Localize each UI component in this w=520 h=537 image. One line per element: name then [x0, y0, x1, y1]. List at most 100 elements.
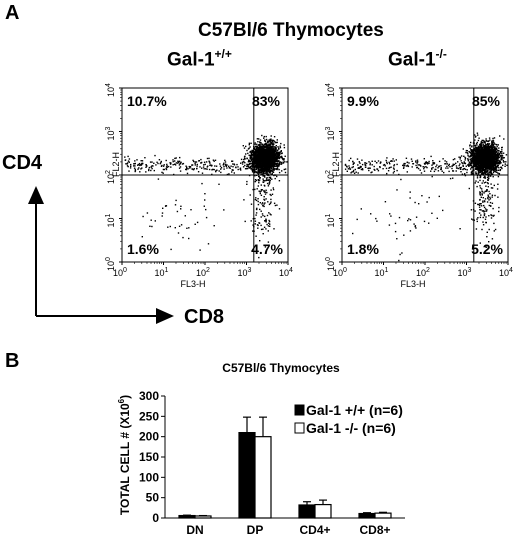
event-dot-DP: [492, 149, 494, 151]
event-dot-CD4+: [197, 171, 200, 173]
event-dot-DP: [266, 149, 268, 151]
event-dot-CD8+: [254, 220, 257, 222]
event-dot-DP: [489, 168, 491, 170]
event-dot-DP: [492, 141, 494, 143]
event-dot-DP: [481, 153, 483, 156]
event-dot-DP: [270, 157, 273, 159]
event-dot-DP: [273, 165, 276, 168]
event-dot-DP: [261, 153, 263, 155]
event-dot-DP: [476, 146, 478, 149]
event-dot-DP: [479, 161, 481, 163]
event-dot-CD4+: [139, 164, 141, 167]
event-dot-DP: [267, 141, 270, 143]
event-dot-DP: [482, 148, 484, 150]
event-dot-DP: [268, 158, 270, 160]
event-dot-DP: [257, 165, 259, 168]
event-dot-DP: [464, 159, 466, 161]
plot-y-axis-label: FL2-H: [111, 152, 121, 177]
event-dot-DP: [463, 155, 465, 157]
event-dot-DP: [476, 160, 479, 162]
event-dot-DP: [269, 144, 272, 146]
event-dot-DP: [243, 161, 245, 163]
event-dot-DP: [280, 155, 283, 158]
event-dot-DP: [492, 168, 494, 171]
event-dot-CD4+: [252, 163, 254, 166]
event-dot-DP: [498, 163, 501, 165]
event-dot-DP: [249, 151, 252, 153]
event-dot-DP: [485, 140, 487, 142]
event-dot-DP: [484, 151, 487, 154]
event-dot-DP: [470, 168, 472, 170]
event-dot-CD4+: [129, 167, 132, 169]
event-dot-DP: [283, 168, 285, 171]
event-dot-CD8+: [264, 146, 266, 148]
event-dot-CD8+: [262, 228, 264, 230]
event-dot-DP: [479, 174, 481, 177]
event-dot-DP: [270, 159, 273, 161]
event-dot-DP: [472, 154, 474, 156]
event-dot-DP: [477, 165, 479, 167]
event-dot-CD4+: [202, 166, 205, 168]
event-dot-CD4+: [174, 163, 176, 165]
event-dot-CD4+: [127, 155, 129, 158]
event-dot-CD4+: [210, 165, 213, 167]
event-dot-DP: [263, 162, 265, 164]
event-dot-CD4+: [225, 165, 228, 167]
event-dot-DP: [499, 152, 502, 154]
event-dot-DN: [250, 220, 252, 222]
event-dot-CD8+: [266, 223, 268, 226]
event-dot-DP: [265, 166, 268, 168]
event-dot-DP: [465, 165, 467, 167]
event-dot-DP: [260, 164, 262, 167]
event-dot-DP: [480, 157, 482, 159]
event-dot-DP: [479, 176, 481, 179]
event-dot-CD8+: [270, 198, 272, 201]
event-dot-DP: [258, 164, 261, 167]
event-dot-DP: [270, 135, 272, 137]
x-tick-label: 103: [238, 267, 252, 278]
event-dot-DP: [478, 169, 481, 171]
event-dot-DP: [486, 149, 488, 151]
event-dot-CD4+: [231, 160, 234, 162]
event-dot-CD4+: [178, 164, 181, 166]
event-dot-DP: [462, 148, 464, 150]
event-dot-DP: [254, 157, 257, 159]
event-dot-DP: [486, 173, 488, 176]
event-dot-DP: [485, 157, 487, 159]
event-dot-CD8+: [269, 202, 272, 205]
event-dot-DP: [256, 172, 259, 174]
event-dot-DP: [474, 136, 477, 138]
event-dot-DP: [269, 152, 271, 154]
event-dot-DP: [465, 149, 468, 152]
event-dot-CD8+: [265, 220, 267, 222]
event-dot-DP: [260, 159, 263, 162]
event-dot-CD4+: [237, 166, 239, 168]
event-dot-DP: [263, 170, 266, 172]
event-dot-CD4+: [204, 163, 206, 166]
event-dot-CD8+: [260, 210, 262, 212]
event-dot-DP: [265, 153, 267, 155]
event-dot-DN: [170, 248, 172, 251]
quadrant-percent-top-right: 83%: [252, 93, 281, 109]
event-dot-DP: [271, 170, 273, 172]
event-dot-DP: [469, 147, 471, 149]
event-dot-CD4+: [179, 156, 181, 159]
event-dot-DP: [491, 158, 494, 160]
event-dot-CD4+: [126, 162, 129, 164]
event-dot-DP: [254, 158, 256, 160]
event-dot-DP: [278, 155, 280, 158]
event-dot-CD8+: [260, 167, 262, 169]
event-dot-CD4+: [225, 164, 227, 166]
event-dot-DP: [266, 167, 268, 169]
event-dot-CD8+: [252, 224, 254, 226]
event-dot-DP: [477, 152, 479, 154]
event-dot-DN: [177, 232, 180, 234]
event-dot-DP: [269, 170, 272, 173]
event-dot-DP: [263, 161, 265, 163]
event-dot-DP: [264, 140, 266, 142]
event-dot-CD4+: [219, 165, 222, 167]
event-dot-DP: [499, 160, 501, 163]
event-dot-DP: [494, 148, 496, 150]
event-dot-DP: [477, 172, 480, 174]
event-dot-CD4+: [212, 159, 215, 161]
